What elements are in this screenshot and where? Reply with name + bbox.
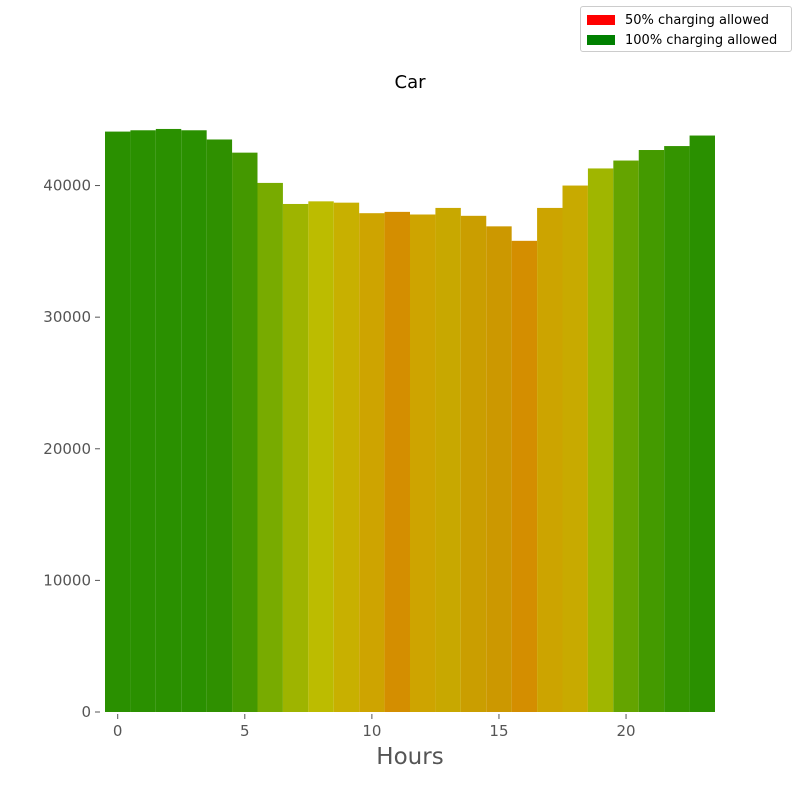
x-tick-label: 10: [362, 722, 381, 740]
x-axis-label: Hours: [376, 744, 443, 770]
legend: 50% charging allowed 100% charging allow…: [580, 6, 792, 52]
bar-hour-12: [410, 214, 436, 712]
bar-hour-14: [460, 215, 487, 713]
legend-swatch-green: [587, 35, 615, 45]
bar-hour-6: [257, 182, 283, 712]
bar-hour-16: [511, 240, 538, 712]
bar-hour-17: [537, 207, 563, 712]
x-tick-label: 15: [489, 722, 508, 740]
bar-hour-0: [105, 131, 131, 712]
bar-hour-15: [486, 226, 512, 712]
legend-item-100: 100% charging allowed: [587, 32, 777, 48]
y-tick-label: 0: [81, 703, 91, 721]
legend-label: 50% charging allowed: [625, 12, 770, 28]
bars-group: [105, 128, 715, 713]
x-tick-label: 20: [616, 722, 635, 740]
bar-hour-13: [435, 207, 461, 712]
bar-hour-5: [232, 152, 258, 713]
bar-hour-11: [384, 211, 410, 712]
legend-label: 100% charging allowed: [625, 32, 778, 48]
x-axis: 0 5 10 15 20: [113, 714, 636, 740]
bar-hour-1: [130, 130, 156, 712]
bar-hour-10: [359, 213, 385, 712]
y-tick-label: 10000: [43, 571, 91, 589]
bar-hour-18: [562, 185, 588, 712]
y-axis: 0 10000 20000 30000 40000: [43, 177, 100, 721]
bar-hour-21: [638, 150, 665, 712]
y-tick-label: 30000: [43, 308, 91, 326]
bar-hour-20: [613, 160, 639, 712]
x-tick-label: 0: [113, 722, 123, 740]
bar-hour-4: [206, 139, 233, 712]
x-tick-label: 5: [240, 722, 250, 740]
bar-hour-9: [333, 202, 360, 712]
bar-hour-19: [587, 168, 614, 712]
legend-item-50: 50% charging allowed: [587, 12, 769, 28]
bar-hour-22: [664, 146, 690, 712]
bar-hour-23: [689, 135, 715, 713]
y-tick-label: 40000: [43, 177, 91, 195]
chart-title: Car: [395, 72, 427, 93]
bar-hour-3: [181, 130, 207, 712]
bar-hour-8: [308, 201, 334, 713]
legend-swatch-red: [587, 15, 615, 25]
bar-hour-7: [282, 203, 309, 713]
bar-hour-2: [155, 128, 182, 712]
y-tick-label: 20000: [43, 440, 91, 458]
